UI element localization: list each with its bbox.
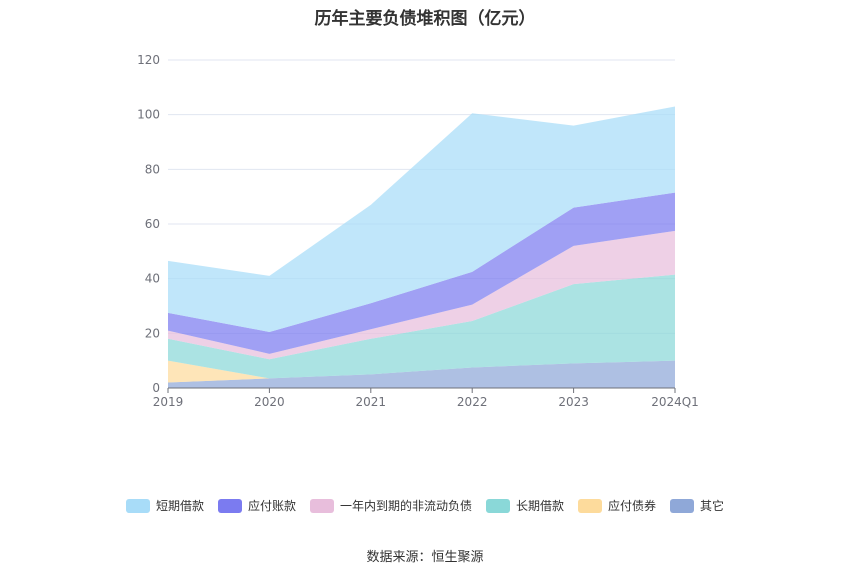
y-tick-label: 120 — [137, 53, 160, 67]
legend-label: 一年内到期的非流动负债 — [339, 499, 472, 513]
y-tick-label: 0 — [152, 381, 160, 395]
y-tick-label: 20 — [145, 326, 160, 340]
legend-label: 长期借款 — [516, 499, 565, 513]
legend-item[interactable]: 应付账款 — [217, 497, 296, 514]
x-tick-label: 2020 — [254, 395, 285, 409]
legend-label: 其它 — [700, 499, 725, 513]
data-source-note: 数据来源：恒生聚源 — [366, 550, 484, 565]
area-series-应付账款 — [168, 192, 675, 354]
y-tick-label: 60 — [145, 217, 160, 231]
x-tick-label: 2019 — [153, 395, 184, 409]
y-tick-label: 100 — [137, 108, 160, 122]
x-tick-label: 2021 — [356, 395, 387, 409]
area-series-一年内到期的非流动负债 — [168, 230, 675, 360]
legend-label: 短期借款 — [155, 499, 204, 513]
y-tick-label: 40 — [145, 272, 160, 286]
legend-swatch — [125, 498, 150, 513]
stacked-area-chart: 0 20 40 60 80 100 120 2019 2020 2021 2022 2023 2024Q… — [137, 53, 699, 409]
x-tick-label: 2024Q1 — [651, 395, 699, 409]
area-series — [168, 106, 675, 388]
axes: 0 20 40 60 80 100 120 2019 2020 2021 2022 2023 2024Q… — [137, 53, 699, 409]
legend-label: 应付债券 — [608, 499, 657, 513]
legend-swatch — [486, 498, 510, 513]
legend-swatch — [578, 498, 603, 513]
area-series-应付债券 — [168, 360, 675, 383]
chart-title: 历年主要负债堆积图（亿元） — [314, 9, 536, 29]
y-tick-label: 80 — [145, 162, 160, 176]
legend-item[interactable]: 其它 — [670, 497, 724, 514]
area-series-短期借款 — [168, 106, 675, 332]
legend-swatch — [670, 498, 695, 513]
legend-swatch — [217, 498, 242, 513]
x-tick-label: 2022 — [457, 395, 488, 409]
legend-label: 应付账款 — [247, 499, 296, 513]
area-series-其它 — [168, 360, 675, 388]
legend-swatch — [309, 498, 334, 513]
legend-item[interactable]: 应付债券 — [578, 497, 656, 514]
legend-item[interactable]: 短期借款 — [125, 497, 204, 514]
x-tick-label: 2023 — [558, 395, 589, 409]
legend-item[interactable]: 一年内到期的非流动负债 — [309, 497, 472, 514]
chart-legend: 短期借款 应付账款 一年内到期的非流动负债 长期借款 应付债券 其它 — [0, 497, 850, 514]
area-series-长期借款 — [168, 274, 675, 379]
legend-item[interactable]: 长期借款 — [486, 497, 564, 514]
